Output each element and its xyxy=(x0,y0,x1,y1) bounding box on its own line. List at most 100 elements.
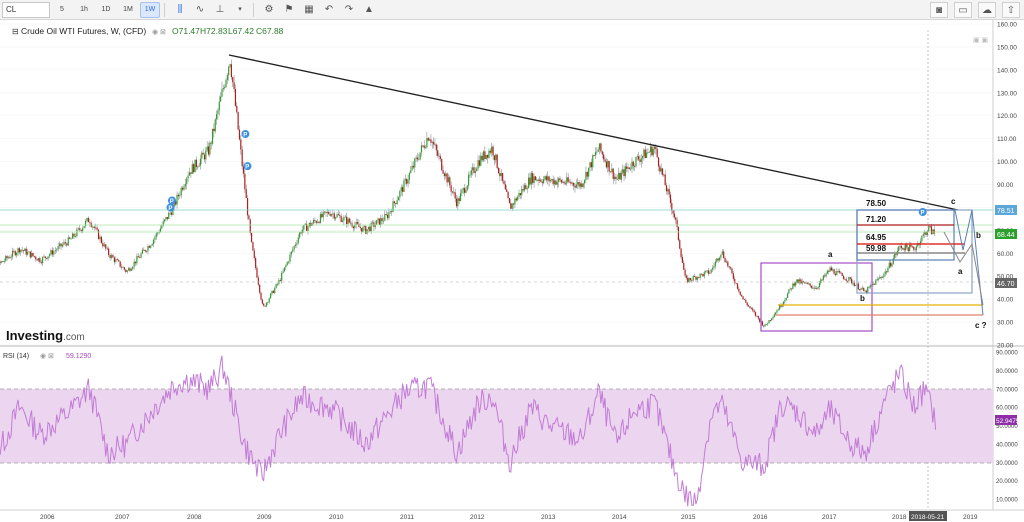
cloud-upload-icon[interactable]: ⇧ xyxy=(1002,2,1020,18)
price-tick-label: 60.00 xyxy=(997,251,1014,258)
candle-down xyxy=(166,217,168,219)
candle-up xyxy=(812,287,814,289)
candle-down xyxy=(435,144,437,151)
candle-down xyxy=(655,146,657,150)
candle-up xyxy=(158,232,160,234)
candle-up xyxy=(371,222,374,224)
candle-down xyxy=(249,219,251,234)
candle-down xyxy=(116,259,118,261)
candle-up xyxy=(400,187,402,192)
symbol-input[interactable]: CL xyxy=(2,1,50,18)
redo-icon[interactable]: ↷ xyxy=(344,3,354,15)
candle-down xyxy=(853,282,855,286)
candle-down xyxy=(684,269,686,276)
candle-down xyxy=(743,299,746,301)
time-tick-label: 2018 xyxy=(892,514,907,521)
level-label-59: 59.98 xyxy=(866,244,887,253)
candle-up xyxy=(215,114,218,120)
major-trendline[interactable] xyxy=(228,54,959,211)
candle-down xyxy=(679,240,681,249)
candle-down xyxy=(750,307,752,309)
candle-up xyxy=(814,288,817,289)
pane-maximize-icon[interactable]: ▣ ▣ xyxy=(973,37,988,44)
candle-down xyxy=(125,269,127,272)
candle-up xyxy=(222,88,224,90)
interval-1m[interactable]: 1M xyxy=(123,5,133,13)
candle-up xyxy=(582,183,584,187)
chart-layout-icon[interactable]: ▭ xyxy=(954,2,972,18)
interval-1h[interactable]: 1h xyxy=(80,5,88,13)
candle-down xyxy=(33,255,36,257)
dropdown-icon[interactable]: ▾ xyxy=(238,5,242,13)
candle-up xyxy=(194,159,196,173)
projection-path-gray[interactable] xyxy=(943,231,984,306)
candle-up xyxy=(70,238,72,240)
time-axis[interactable]: 2006 2007 2008 2009 2010 2011 2012 2013 2014 2015… xyxy=(40,511,978,521)
candle-down xyxy=(593,155,595,157)
compare-icon[interactable]: ⊥ xyxy=(215,3,225,15)
rsi-tick-label: 50.0000 xyxy=(996,424,1018,430)
candle-up xyxy=(469,174,471,176)
interval-5[interactable]: 5 xyxy=(60,5,64,13)
candle-up xyxy=(848,277,850,281)
candle-up xyxy=(77,228,79,230)
price-axis[interactable]: 20.0030.0040.0050.0060.0070.0080.0090.00… xyxy=(997,22,1017,350)
layout-icon[interactable]: ▦ xyxy=(304,3,314,15)
candle-up xyxy=(511,203,513,209)
candle-up xyxy=(287,261,290,263)
ohlc-close: C67.88 xyxy=(256,26,284,36)
candle-down xyxy=(365,226,367,234)
candle-down xyxy=(391,211,393,213)
candle-up xyxy=(876,279,878,281)
interval-1d[interactable]: 1D xyxy=(101,5,111,13)
wave-box-inner[interactable] xyxy=(856,209,955,261)
rsi-visibility-icon[interactable]: ◉ ⊠ xyxy=(40,353,54,360)
candle-up xyxy=(767,323,769,325)
candle-up xyxy=(17,248,19,253)
candle-up xyxy=(583,179,586,184)
interval-1w[interactable]: 1W xyxy=(140,1,160,18)
candle-down xyxy=(458,198,460,201)
candle-up xyxy=(115,259,117,262)
candle-up xyxy=(924,232,926,235)
candle-up xyxy=(180,187,182,196)
candle-up xyxy=(915,246,918,251)
ohlc-high: H72.83 xyxy=(200,26,228,36)
alert-icon[interactable]: ⚑ xyxy=(284,3,294,15)
candle-down xyxy=(416,157,419,160)
wave-box-purple[interactable] xyxy=(760,262,873,332)
rsi-axis[interactable]: 10.0000 20.0000 30.0000 40.0000 50.0000 60.00… xyxy=(996,351,1018,504)
bar-style-icon[interactable]: ⫼ xyxy=(177,3,183,15)
candle-down xyxy=(906,243,908,248)
candle-down xyxy=(446,173,448,183)
candle-down xyxy=(29,251,31,258)
time-tick-label: 2013 xyxy=(541,514,556,521)
projection-path-blue[interactable] xyxy=(954,209,984,316)
cloud-icon[interactable]: ☁ xyxy=(978,2,996,18)
candle-up xyxy=(688,278,690,283)
visibility-icon[interactable]: ◉ ⊠ xyxy=(152,29,166,36)
candle-down xyxy=(506,189,508,193)
indicators-icon[interactable]: ∿ xyxy=(195,3,205,15)
candle-up xyxy=(229,64,231,67)
candle-up xyxy=(168,212,170,219)
chart-canvas[interactable]: ⊟ Crude Oil WTI Futures, W, (CFD) ◉ ⊠ O7… xyxy=(0,20,1024,522)
rsi-tick-label: 30.0000 xyxy=(996,461,1018,467)
candle-up xyxy=(649,146,652,152)
candle-down xyxy=(790,288,793,290)
camera-icon[interactable]: ◙ xyxy=(930,2,948,18)
undo-icon[interactable]: ↶ xyxy=(324,3,334,15)
candle-up xyxy=(861,287,863,289)
candle-down xyxy=(177,194,180,197)
candle-down xyxy=(80,229,82,232)
settings-icon[interactable]: ⚙ xyxy=(264,3,274,15)
candle-up xyxy=(151,244,153,246)
candle-up xyxy=(154,237,156,240)
collapse-icon[interactable]: ⊟ xyxy=(12,27,19,36)
tree-icon[interactable]: ▲ xyxy=(364,3,374,15)
candle-down xyxy=(830,267,832,271)
price-tag-68-bg xyxy=(995,229,1017,239)
candle-up xyxy=(627,167,629,169)
candle-down xyxy=(671,203,673,211)
price-tick-label: 160.00 xyxy=(997,22,1017,29)
